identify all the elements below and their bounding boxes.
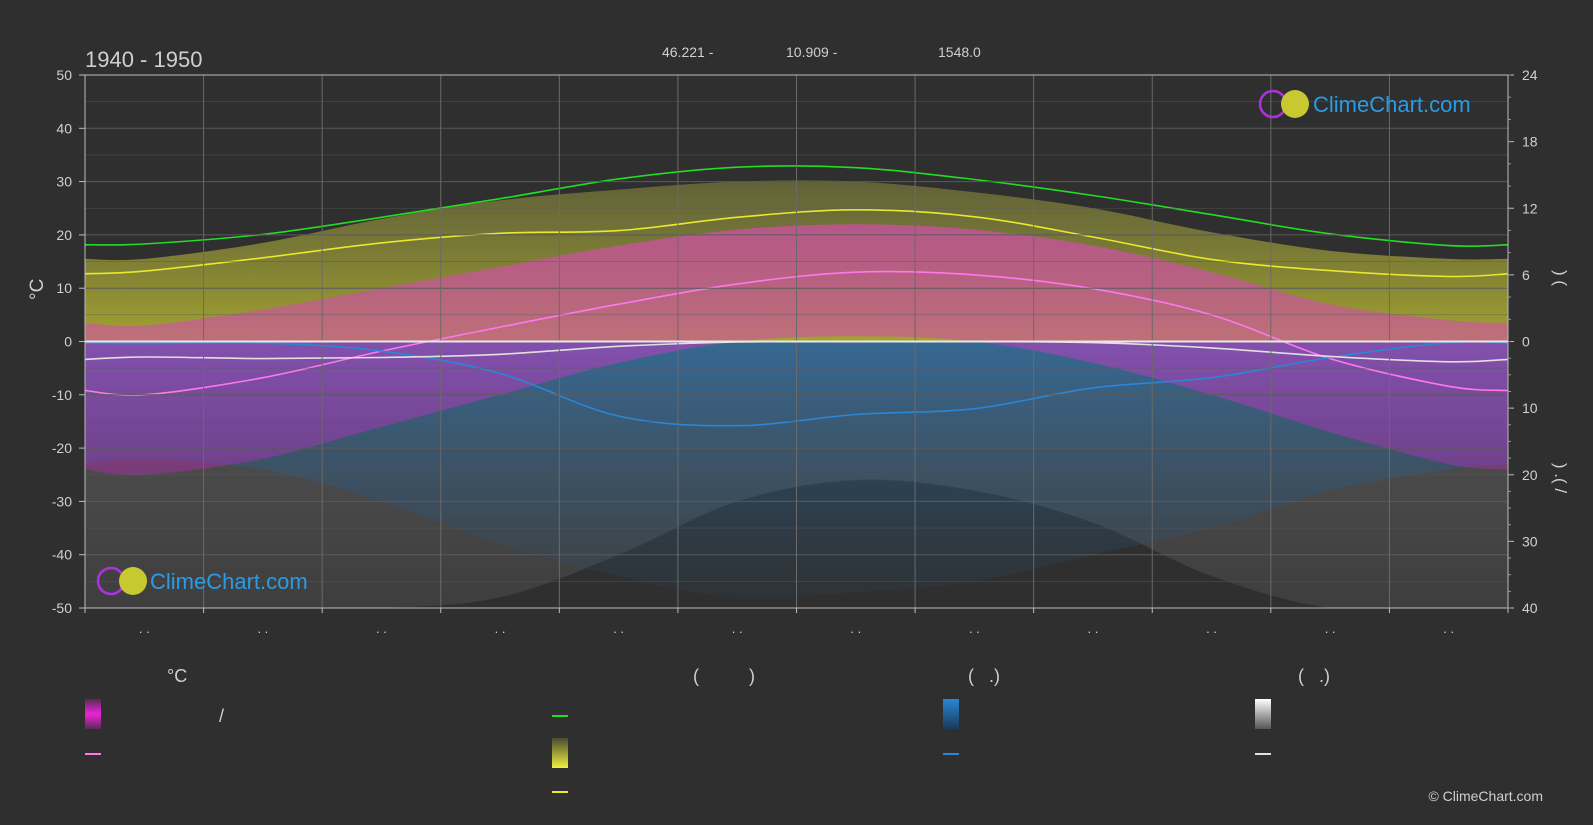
legend-col4-heading: ( .) <box>1298 666 1330 686</box>
longitude-text: 10.909 - <box>786 44 838 60</box>
y-left-tick-label: -10 <box>52 387 72 403</box>
y-right-top-tick-label: 6 <box>1522 267 1530 283</box>
y-right-top-tick-label: 24 <box>1522 67 1538 83</box>
legend-snow-swatch <box>1255 699 1271 729</box>
logo-sun-icon <box>1281 90 1309 118</box>
period-title: 1940 - 1950 <box>85 47 202 72</box>
latitude-text: 46.221 - <box>662 44 714 60</box>
x-tick-label: . . <box>139 621 150 636</box>
y-left-tick-label: 50 <box>56 67 72 83</box>
y-right-bottom-tick-label: 20 <box>1522 467 1538 483</box>
copyright-text: © ClimeChart.com <box>1428 788 1543 804</box>
legend-slash: / <box>219 706 224 726</box>
y-right-bottom-label: ) .( / <box>1551 463 1570 493</box>
y-right-bottom-tick-label: 40 <box>1522 600 1538 616</box>
y-left-tick-label: -20 <box>52 440 72 456</box>
x-tick-label: . . <box>969 621 980 636</box>
brand-logo-bottom: ClimeChart.com <box>96 566 308 596</box>
x-tick-label: . . <box>732 621 743 636</box>
y-right-top-tick-label: 0 <box>1522 334 1530 350</box>
legend: °C ( ) ( .) ( .) / <box>85 666 1330 793</box>
y-right-bottom-tick-label: 30 <box>1522 533 1538 549</box>
legend-rain-swatch <box>943 699 959 729</box>
y-left-tick-label: 40 <box>56 120 72 136</box>
y-left-label: °C <box>27 279 48 300</box>
legend-col3-heading: ( .) <box>968 666 1000 686</box>
y-right-bottom-tick-label: 10 <box>1522 400 1538 416</box>
brand-name-top: ClimeChart.com <box>1313 92 1471 117</box>
plot-area <box>85 74 1508 609</box>
axes: 50 40 30 20 10 0 -10 -20 -30 -40 -50 24 18 12 6 0 10 20 30… <box>52 67 1538 636</box>
y-left-tick-label: -50 <box>52 600 72 616</box>
x-tick-label: . . <box>613 621 624 636</box>
grid <box>85 74 1508 609</box>
x-tick-label: . . <box>1088 621 1099 636</box>
legend-temp-range-swatch <box>85 699 101 729</box>
x-tick-label: . . <box>257 621 268 636</box>
x-tick-label: . . <box>850 621 861 636</box>
x-tick-label: . . <box>1443 621 1454 636</box>
legend-temp-heading: °C <box>167 666 187 686</box>
y-left-tick-label: 20 <box>56 227 72 243</box>
y-left-tick-label: -40 <box>52 547 72 563</box>
x-tick-label: . . <box>1325 621 1336 636</box>
logo-sun-icon <box>119 567 147 595</box>
y-left-tick-label: -30 <box>52 493 72 509</box>
y-left-tick-label: 0 <box>64 334 72 350</box>
y-right-top-tick-label: 12 <box>1522 200 1538 216</box>
y-right-top-tick-label: 18 <box>1522 134 1538 150</box>
temp_avg-line <box>85 270 1508 397</box>
x-tick-label: . . <box>495 621 506 636</box>
y-left-tick-label: 30 <box>56 174 72 190</box>
brand-name-bottom: ClimeChart.com <box>150 569 308 594</box>
legend-col2-heading: ( ) <box>693 666 755 686</box>
y-right-top-label: ) ( <box>1551 270 1570 286</box>
x-tick-label: . . <box>1206 621 1217 636</box>
legend-sunshine-swatch <box>552 738 568 768</box>
elevation-text: 1548.0 <box>938 44 981 60</box>
y-left-tick-label: 10 <box>56 280 72 296</box>
brand-logo-top: ClimeChart.com <box>1258 89 1471 119</box>
x-tick-label: . . <box>376 621 387 636</box>
